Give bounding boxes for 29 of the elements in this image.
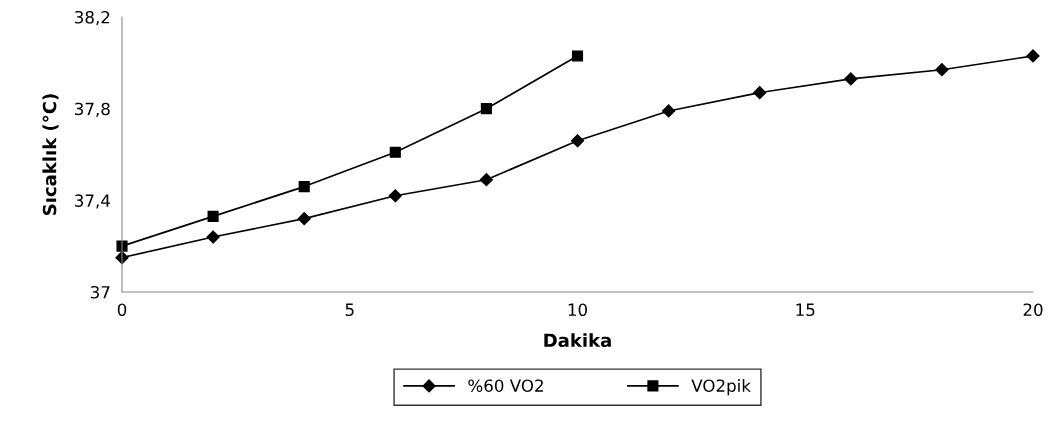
point — [116, 240, 128, 252]
point — [571, 50, 584, 62]
x-tick-label: 0 — [117, 303, 127, 317]
legend-label: %60 VO2 — [468, 379, 543, 392]
x-tick-label: 15 — [796, 303, 815, 317]
legend-label: VO2pik — [691, 379, 751, 396]
point — [662, 104, 676, 118]
point — [479, 173, 493, 187]
point — [207, 210, 219, 222]
point — [389, 146, 401, 158]
y-tick-label: 37,8 — [75, 102, 110, 117]
point — [206, 230, 220, 244]
point — [297, 212, 311, 226]
y-tick-label: 38,2 — [75, 10, 110, 26]
point — [753, 86, 767, 100]
point — [570, 134, 585, 148]
y-tick-label: 37 — [90, 285, 110, 299]
y-axis-title: Sıcaklık (°C) — [42, 94, 59, 215]
x-axis-title: Dakika — [544, 333, 611, 348]
point — [1026, 49, 1040, 63]
point — [935, 63, 949, 77]
x-tick-label: 20 — [1023, 303, 1043, 317]
x-tick-label: 10 — [568, 303, 587, 317]
point — [480, 103, 492, 115]
point — [298, 181, 310, 193]
point — [388, 189, 402, 203]
x-tick-label: 5 — [345, 303, 354, 317]
y-tick-label: 37,4 — [75, 194, 110, 209]
point — [844, 72, 858, 86]
